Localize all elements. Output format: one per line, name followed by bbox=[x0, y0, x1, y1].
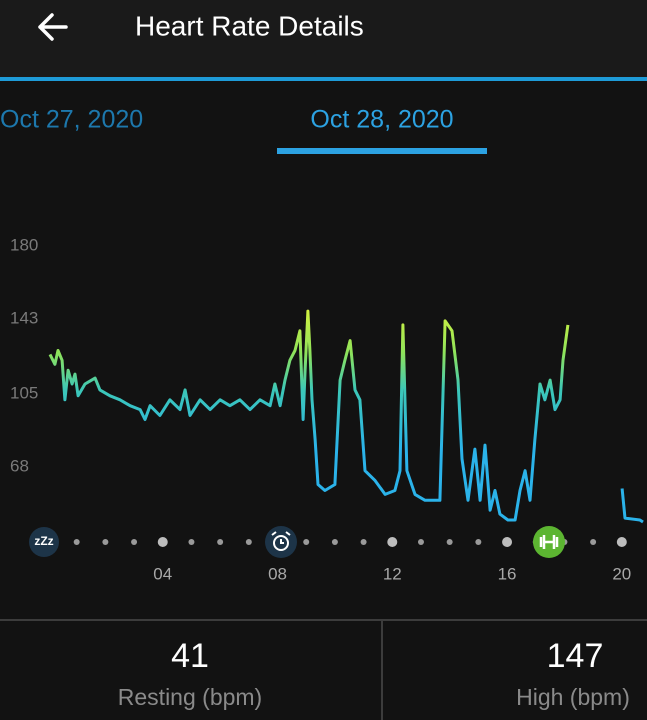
resting-value: 41 bbox=[171, 637, 209, 675]
timeline-dot bbox=[188, 539, 195, 545]
x-tick-dot bbox=[157, 537, 168, 547]
y-tick-label: 68 bbox=[10, 456, 29, 475]
resting-label: Resting (bpm) bbox=[118, 684, 262, 710]
alarm-hands bbox=[271, 531, 291, 544]
x-tick-label: 08 bbox=[268, 564, 287, 583]
timeline-dot bbox=[73, 539, 80, 545]
high-value: 147 bbox=[547, 637, 604, 675]
back-button[interactable] bbox=[38, 13, 68, 41]
header-bg bbox=[0, 0, 647, 78]
timeline-dot bbox=[102, 539, 109, 545]
y-tick-label: 105 bbox=[10, 383, 38, 402]
tab-previous[interactable]: Oct 27, 2020 bbox=[0, 106, 143, 134]
timeline-dot bbox=[360, 539, 367, 545]
heart-rate-line bbox=[48, 309, 644, 524]
y-tick-label: 143 bbox=[10, 308, 38, 327]
timeline-dot bbox=[131, 539, 138, 545]
timeline-dot bbox=[303, 539, 310, 545]
timeline-dot bbox=[331, 539, 338, 545]
high-label: High (bpm) bbox=[516, 684, 630, 710]
header-divider bbox=[0, 77, 647, 81]
tab-current[interactable]: Oct 28, 2020 bbox=[310, 106, 453, 134]
x-tick-label: 20 bbox=[612, 564, 631, 583]
x-tick-dot bbox=[387, 537, 398, 547]
x-tick-dot bbox=[616, 537, 627, 547]
sleep-icon bbox=[29, 527, 59, 557]
alarm-face bbox=[273, 535, 289, 551]
chart: 68 105 143 180 04 08 12 16 20 zZz bbox=[10, 235, 644, 583]
timeline-dot bbox=[590, 539, 597, 545]
x-tick-dot bbox=[502, 537, 513, 547]
x-tick-label: 04 bbox=[153, 564, 172, 583]
timeline-dot bbox=[417, 539, 424, 545]
timeline-dot bbox=[245, 539, 252, 545]
timeline-dot bbox=[475, 539, 482, 545]
timeline-dot bbox=[446, 539, 453, 545]
tab-underline bbox=[277, 148, 487, 154]
header-title: Heart Rate Details bbox=[135, 10, 364, 41]
sleep-icon-text: zZz bbox=[34, 534, 53, 548]
timeline-dot bbox=[217, 539, 224, 545]
y-tick-label: 180 bbox=[10, 235, 38, 254]
x-tick-label: 16 bbox=[498, 564, 517, 583]
activity-dumbbell bbox=[539, 535, 559, 549]
x-tick-label: 12 bbox=[383, 564, 402, 583]
